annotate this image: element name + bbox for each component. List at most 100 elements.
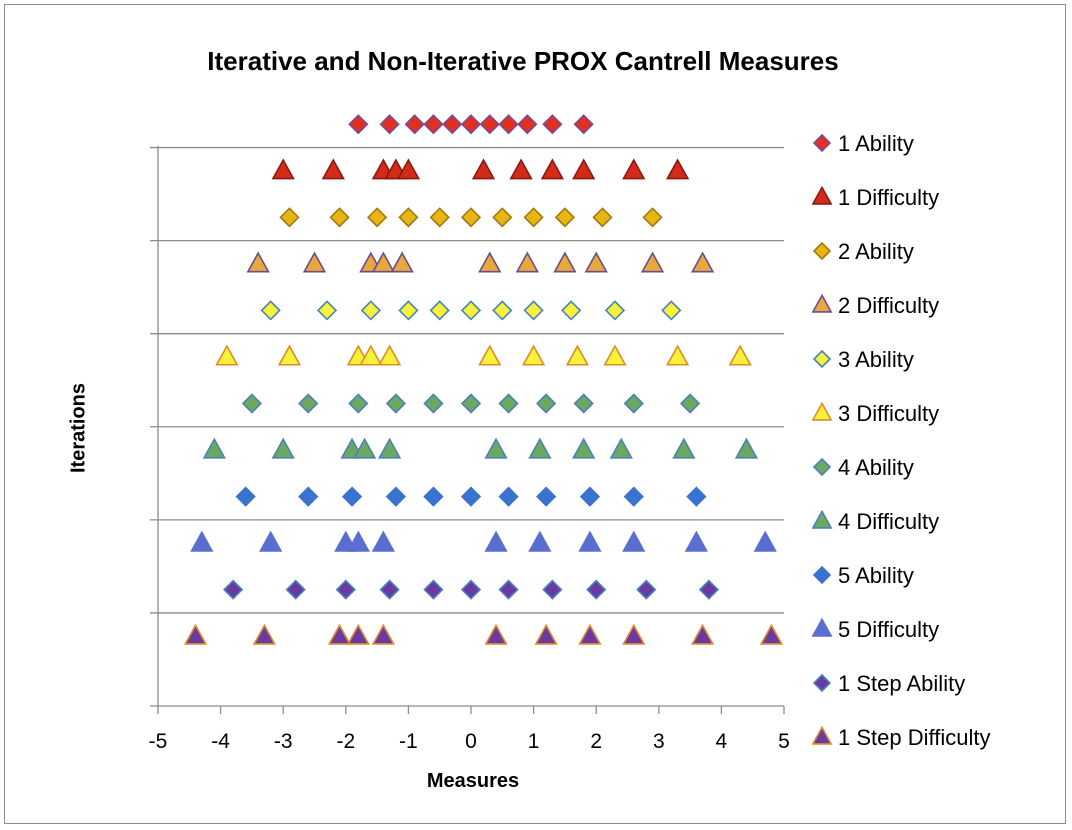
data-point [573,393,594,414]
data-point [509,158,533,180]
data-point [523,300,544,321]
data-point [398,207,419,228]
data-point [429,207,450,228]
data-point [316,300,338,321]
data-point [578,623,602,645]
data-point [686,486,707,507]
legend-item: 5 Difficulty [811,617,939,642]
data-point [642,207,663,228]
chart-frame [4,4,1066,824]
data-point [271,437,295,459]
x-tick-label: 0 [465,730,477,753]
data-point [521,344,546,366]
data-point [679,393,701,414]
data-point [327,623,352,645]
data-point [202,437,226,459]
data-point [542,114,563,135]
data-point [492,300,513,321]
chart-title: Iterative and Non-Iterative PROX Cantrel… [207,46,839,76]
legend-item: 5 Ability [812,563,914,588]
legend-item: 3 Ability [812,347,914,372]
legend-label: 5 Ability [838,563,914,588]
data-point [366,207,388,228]
data-point [604,300,626,321]
legend-item: 2 Difficulty [811,293,939,318]
data-point [285,579,306,600]
x-tick-label: -4 [211,730,230,753]
data-points [183,114,784,645]
legend-label: 1 Difficulty [838,185,939,210]
data-point [484,530,508,552]
data-point [498,579,519,600]
data-point [586,579,607,600]
data-point [603,344,627,366]
data-point [404,114,425,135]
data-point [460,393,482,414]
data-point [335,579,356,600]
data-point [479,114,500,135]
data-point [385,393,407,414]
data-point [691,623,715,645]
legend-item: 3 Difficulty [811,401,939,426]
legend-label: 1 Step Ability [838,671,965,696]
data-point [423,393,444,414]
data-point [359,344,383,366]
data-point [553,251,577,273]
data-point [235,486,256,507]
x-tick-label: -1 [399,730,418,753]
data-point [661,300,682,321]
data-point [348,393,369,414]
data-point [698,579,720,600]
data-point [246,251,270,273]
data-point [371,623,395,645]
data-point [423,114,444,135]
data-point [241,393,263,414]
x-axis-label: Measures [426,770,520,792]
data-point [460,207,482,228]
data-point [684,530,708,552]
legend-item: 4 Ability [812,455,914,480]
data-point [478,251,502,273]
data-point [183,623,208,645]
data-point [498,486,519,507]
x-tick-label: -2 [336,730,355,753]
data-point [578,530,602,552]
legend-label: 2 Ability [838,239,914,264]
data-point [498,393,519,414]
axes [150,146,784,707]
data-point [442,114,463,135]
data-point [528,437,552,459]
legend-label: 5 Difficulty [838,617,939,642]
legend-marker-icon [811,185,833,205]
data-point [423,486,444,507]
x-tick-label: 2 [590,730,602,753]
data-point [346,623,370,645]
data-point [622,158,646,180]
data-point [378,344,402,366]
legend-item: 4 Difficulty [811,509,939,534]
data-point [492,207,513,228]
data-point [348,114,369,135]
legend-label: 4 Ability [838,455,914,480]
data-point [691,251,715,273]
data-point [561,300,582,321]
data-point [759,623,784,645]
data-point [302,251,327,273]
data-point [573,114,594,135]
data-point [636,579,657,600]
x-tick-label: 5 [778,730,790,753]
data-point [554,207,576,228]
x-tick-label: 4 [716,730,728,753]
data-point [572,437,596,459]
data-point [279,207,300,228]
data-point [429,300,450,321]
data-point [478,344,502,366]
data-point [592,207,613,228]
data-point [535,486,557,507]
data-point [252,623,277,645]
data-point [385,486,407,507]
data-point [640,251,665,273]
legend-marker-icon [811,509,833,529]
data-point [665,158,690,180]
